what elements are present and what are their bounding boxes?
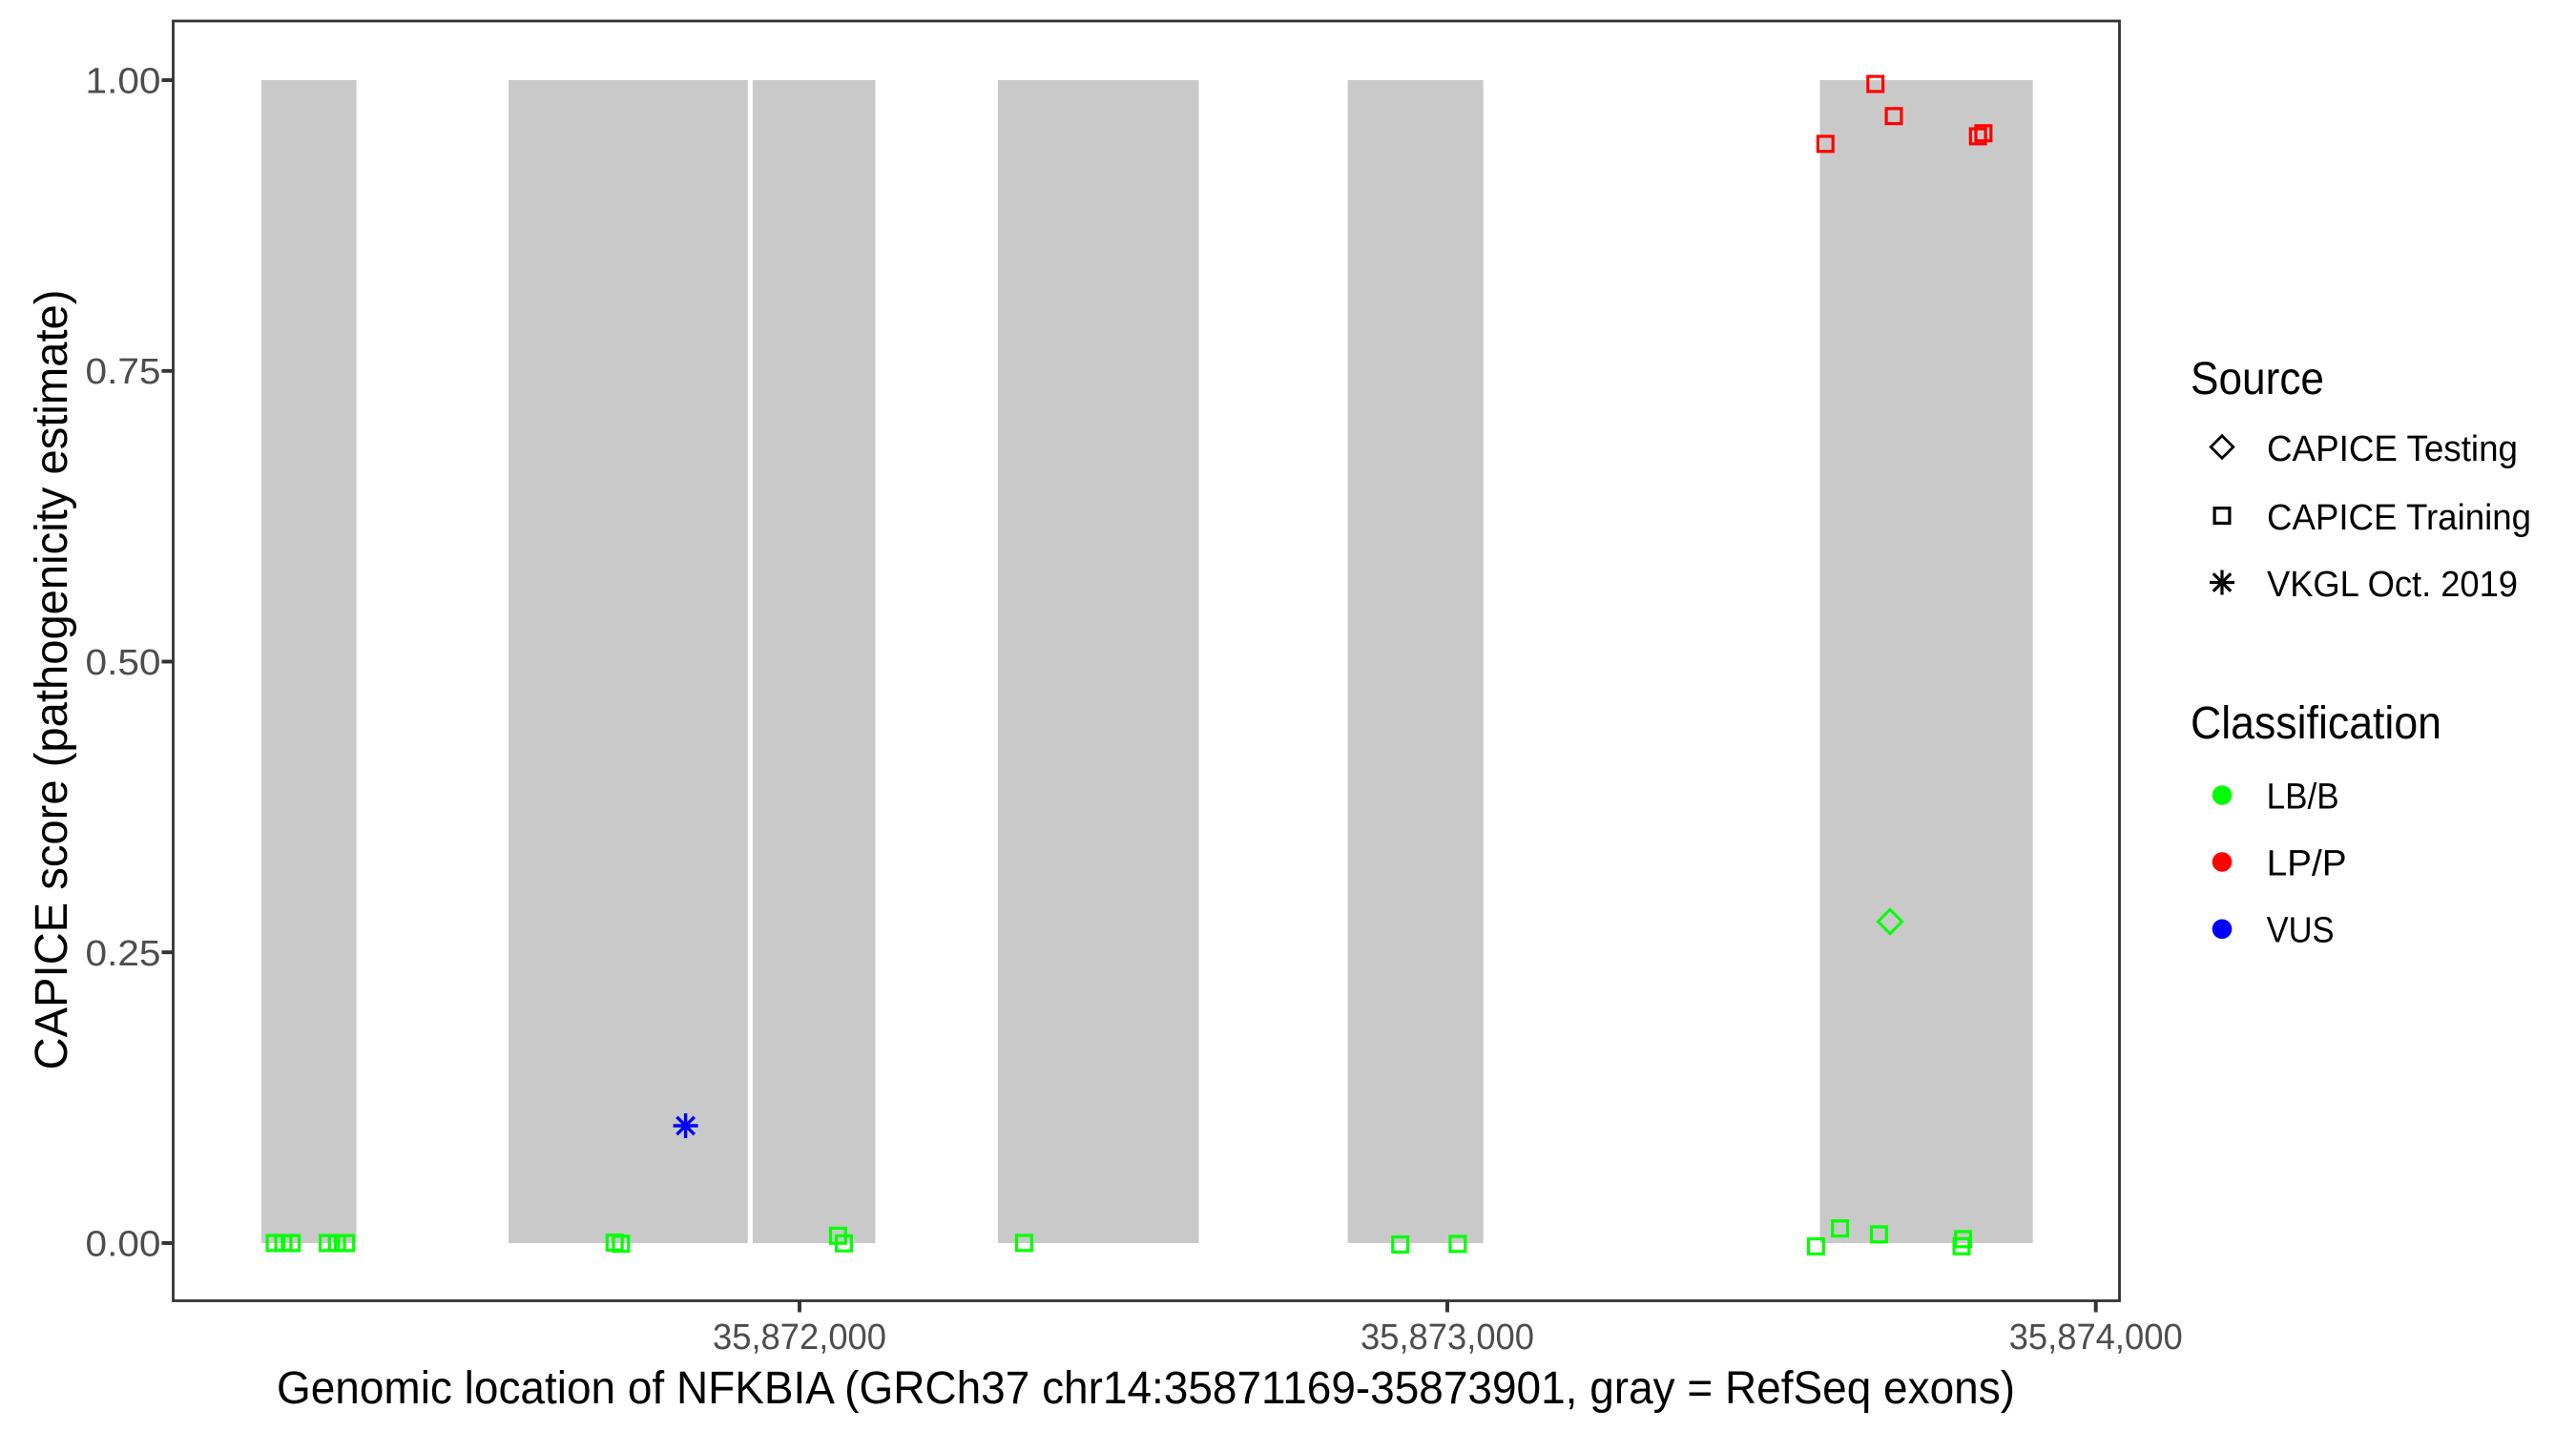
svg-text:Genomic location of NFKBIA (GR: Genomic location of NFKBIA (GRCh37 chr14…: [277, 1363, 2015, 1414]
svg-text:35,873,000: 35,873,000: [1361, 1317, 1534, 1358]
svg-text:CAPICE Training: CAPICE Training: [2267, 498, 2531, 538]
svg-text:CAPICE Testing: CAPICE Testing: [2267, 429, 2518, 469]
svg-text:VKGL Oct. 2019: VKGL Oct. 2019: [2267, 565, 2518, 605]
svg-text:Source: Source: [2191, 354, 2324, 404]
svg-text:LB/B: LB/B: [2267, 777, 2339, 817]
svg-text:VUS: VUS: [2267, 911, 2335, 951]
svg-text:0.75: 0.75: [86, 352, 161, 392]
svg-text:35,872,000: 35,872,000: [713, 1317, 886, 1358]
svg-text:0.00: 0.00: [86, 1225, 161, 1265]
svg-text:LP/P: LP/P: [2267, 843, 2347, 883]
svg-text:Classification: Classification: [2191, 698, 2441, 749]
svg-text:1.00: 1.00: [86, 62, 161, 102]
svg-text:35,874,000: 35,874,000: [2009, 1317, 2183, 1358]
svg-text:0.25: 0.25: [86, 934, 161, 974]
svg-text:CAPICE score (pathogenicity es: CAPICE score (pathogenicity estimate): [27, 290, 77, 1070]
svg-text:0.50: 0.50: [86, 643, 161, 683]
